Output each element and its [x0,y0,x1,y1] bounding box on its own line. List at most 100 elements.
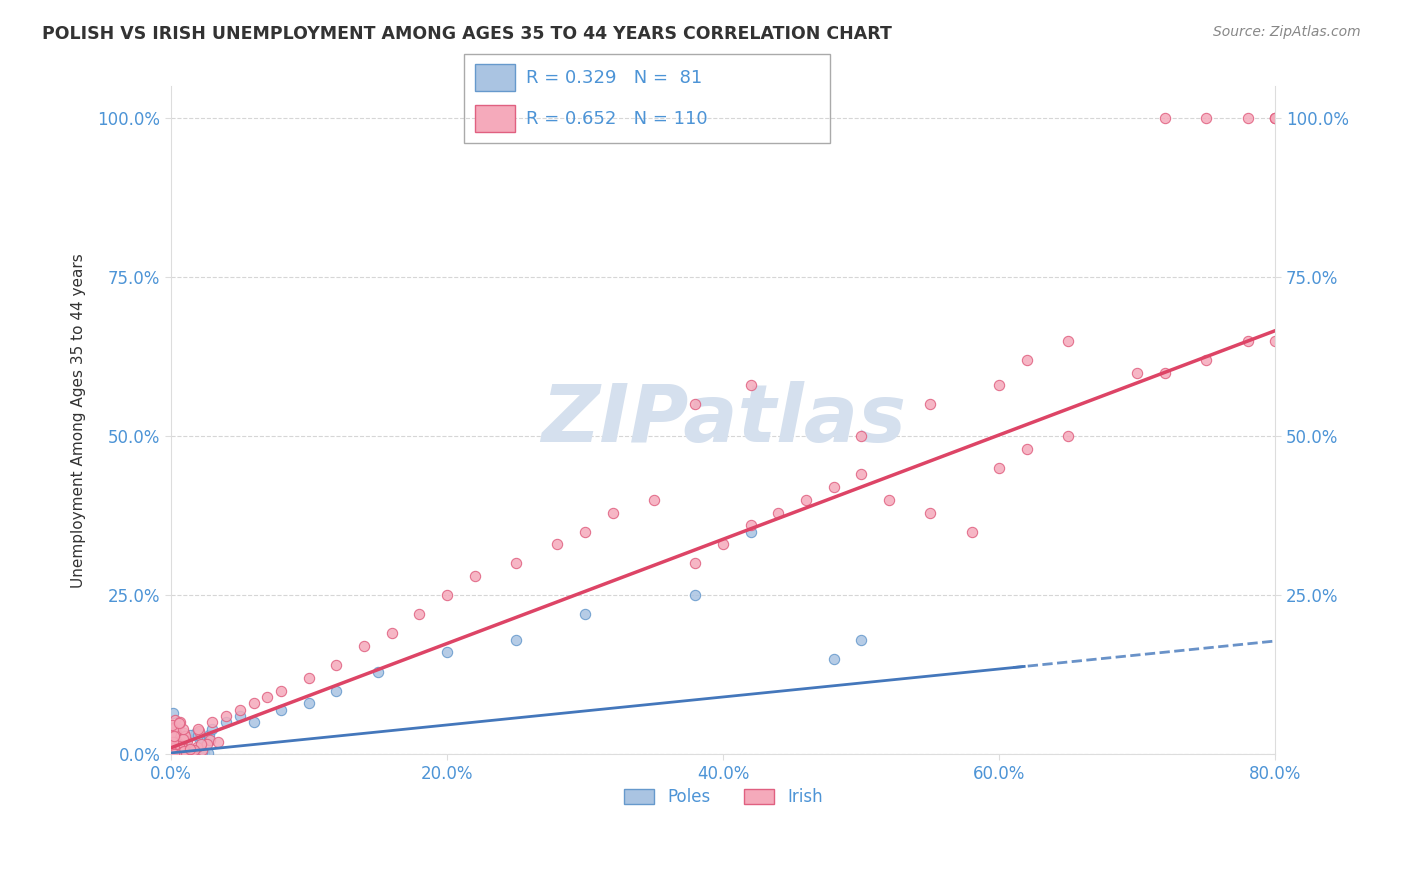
Point [191,743,214,757]
Point [436,588,458,602]
Point [163,739,186,753]
Point [215,709,238,723]
Point [1126,366,1149,380]
Point [162,728,184,742]
Point [988,461,1011,475]
Point [188,723,211,738]
Point [160,747,183,761]
Point [270,683,292,698]
Point [167,735,190,749]
Point [165,747,187,761]
Bar [475,105,515,132]
Point [685,397,707,411]
Point [160,746,183,760]
Point [163,731,186,745]
Point [163,736,186,750]
Point [215,715,238,730]
Point [180,745,202,759]
Point [160,733,183,747]
Point [207,735,229,749]
Point [165,726,187,740]
Point [172,744,194,758]
Point [184,726,207,740]
Point [162,740,184,755]
Point [176,731,198,746]
Point [740,524,762,539]
Point [173,735,195,749]
Point [167,733,190,747]
Point [162,745,184,759]
Point [193,746,215,760]
Point [169,714,191,729]
Point [179,747,201,761]
Point [163,747,186,761]
Point [849,632,872,647]
Point [162,738,184,752]
Point [505,557,527,571]
Point [172,722,194,736]
Point [464,569,486,583]
Point [165,720,187,734]
Point [160,740,183,755]
Point [711,537,734,551]
Point [823,480,845,494]
Point [162,742,184,756]
Point [1195,352,1218,367]
Point [1236,111,1258,125]
Point [163,746,186,760]
Point [190,737,212,751]
Point [187,728,209,742]
Point [1154,366,1177,380]
Point [163,740,186,755]
Point [174,731,197,746]
Text: R = 0.329   N =  81: R = 0.329 N = 81 [526,69,703,87]
Point [160,742,183,756]
Point [186,745,208,759]
Point [169,731,191,746]
Point [170,731,193,745]
Point [160,726,183,740]
Point [229,703,252,717]
Point [574,607,596,622]
Point [193,747,215,761]
Point [165,743,187,757]
Point [163,745,186,759]
Point [325,658,347,673]
Point [162,735,184,749]
Point [187,722,209,736]
Point [165,739,187,754]
Point [1264,334,1286,348]
Point [160,743,183,757]
Point [160,718,183,732]
Point [1015,352,1038,367]
Point [170,746,193,760]
Point [187,731,209,746]
Point [602,506,624,520]
Point [170,739,193,754]
Point [740,518,762,533]
Point [163,713,186,727]
Point [849,429,872,443]
Point [505,632,527,647]
Point [179,728,201,742]
Point [408,607,430,622]
Point [167,746,190,760]
Point [186,739,208,754]
Legend: Poles, Irish: Poles, Irish [617,781,830,813]
Point [176,734,198,748]
Point [163,729,186,743]
Point [165,726,187,740]
Point [1264,111,1286,125]
Bar [475,64,515,91]
Point [1154,111,1177,125]
Point [988,378,1011,392]
Point [165,738,187,752]
Point [190,745,212,759]
Text: ZIPatlas: ZIPatlas [540,381,905,459]
Point [170,739,193,754]
Point [242,696,264,710]
Point [172,743,194,757]
Point [160,744,183,758]
Text: R = 0.652   N = 110: R = 0.652 N = 110 [526,110,707,128]
Point [166,747,188,761]
